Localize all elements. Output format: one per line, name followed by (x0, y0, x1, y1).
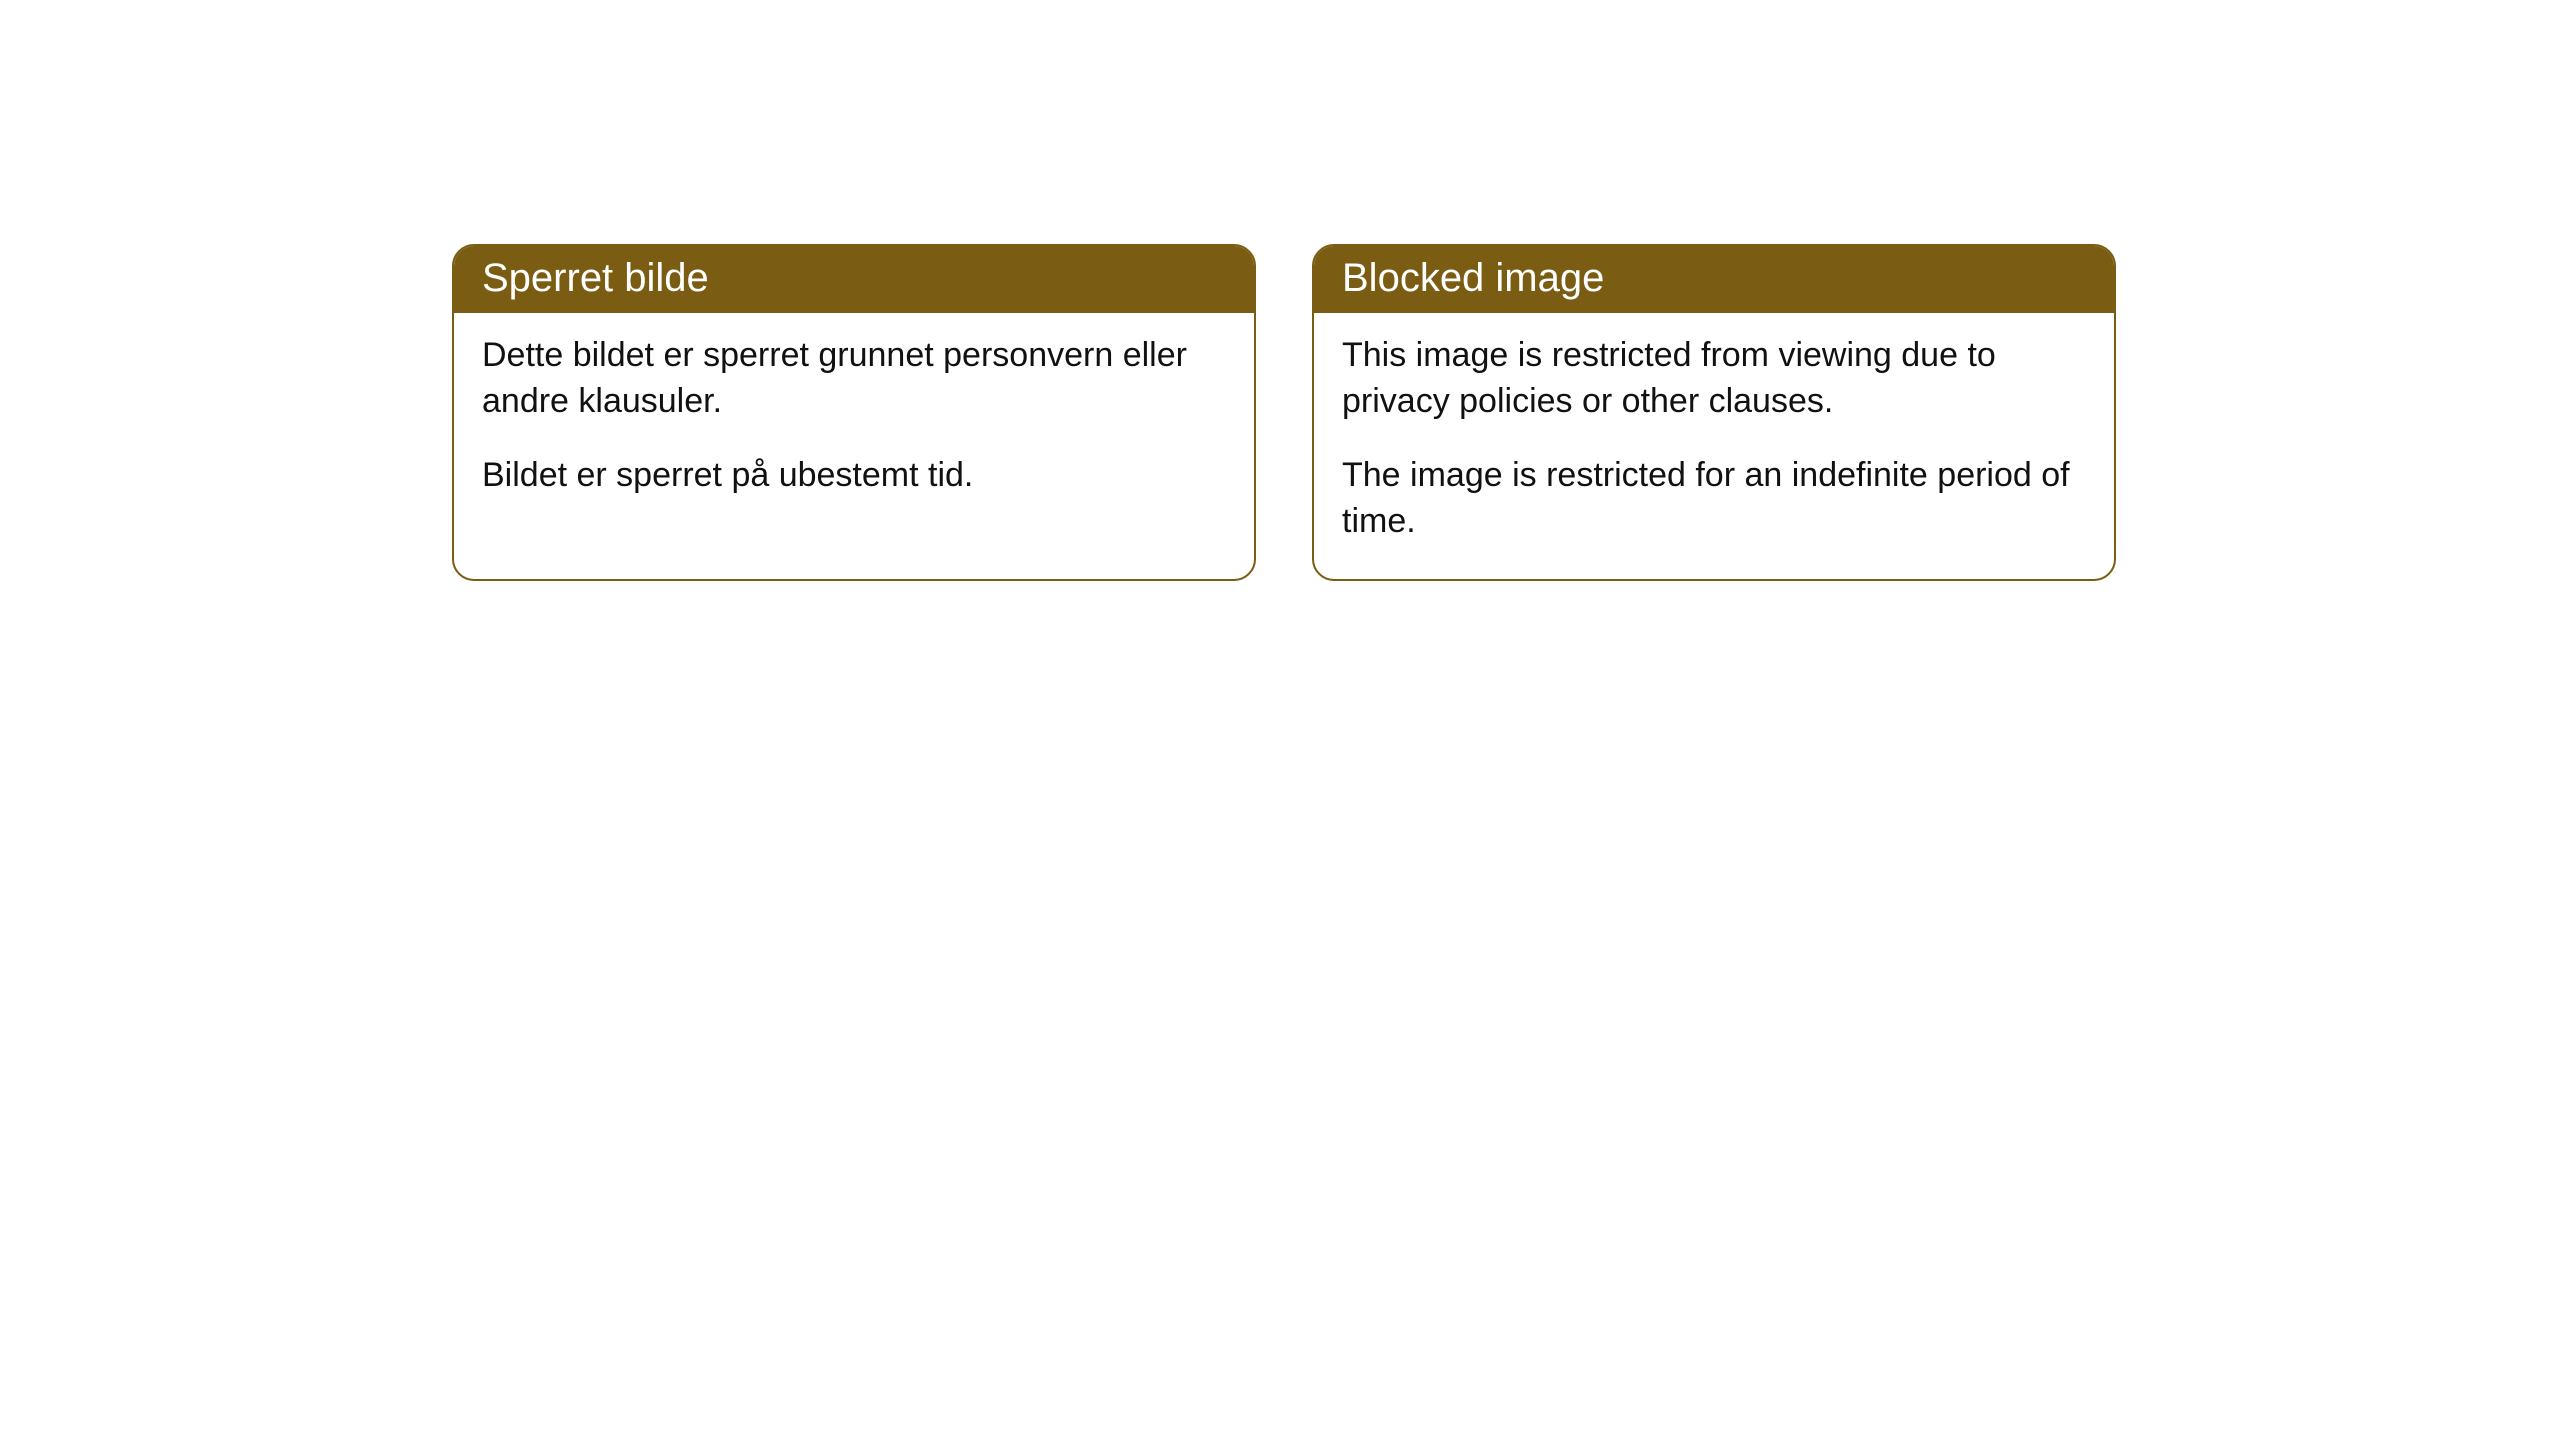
notice-body: Dette bildet er sperret grunnet personve… (454, 313, 1254, 533)
notice-paragraph-1: This image is restricted from viewing du… (1342, 333, 2086, 425)
notice-paragraph-2: Bildet er sperret på ubestemt tid. (482, 453, 1226, 499)
notice-paragraph-1: Dette bildet er sperret grunnet personve… (482, 333, 1226, 425)
notice-body: This image is restricted from viewing du… (1314, 313, 2114, 579)
notice-paragraph-2: The image is restricted for an indefinit… (1342, 453, 2086, 545)
notice-header: Sperret bilde (454, 246, 1254, 313)
notice-header: Blocked image (1314, 246, 2114, 313)
notice-container: Sperret bilde Dette bildet er sperret gr… (452, 244, 2116, 581)
notice-box-norwegian: Sperret bilde Dette bildet er sperret gr… (452, 244, 1256, 581)
notice-box-english: Blocked image This image is restricted f… (1312, 244, 2116, 581)
